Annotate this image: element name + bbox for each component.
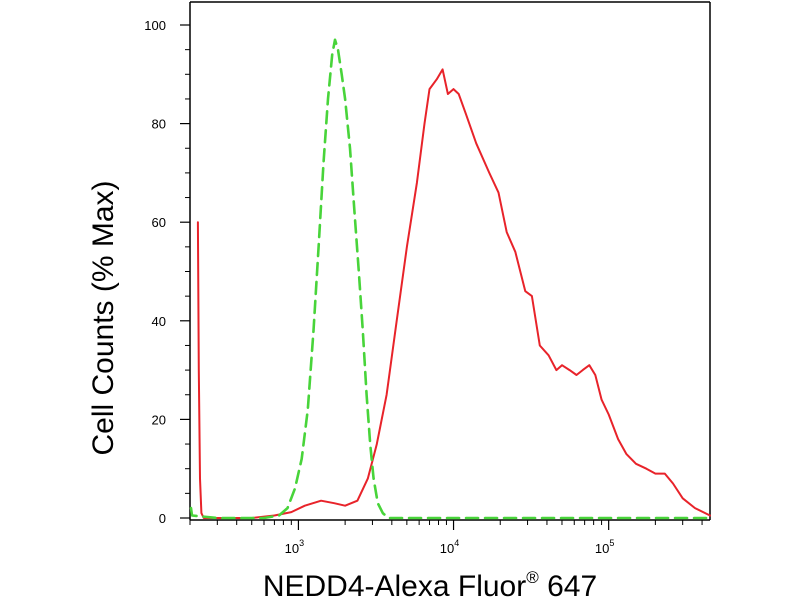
y-tick-label: 40 (152, 314, 166, 329)
x-axis-title-suffix: 647 (539, 570, 597, 600)
x-axis-title-superscript: ® (526, 568, 539, 587)
red-solid-histogram-line (196, 68, 711, 519)
y-tick-label: 20 (152, 412, 166, 427)
x-axis-title-main: NEDD4-Alexa Fluor (263, 570, 526, 600)
y-tick-label: 100 (144, 18, 166, 33)
series-layer (189, 38, 712, 520)
y-axis-ticks: 0 20 40 60 80 100 (144, 18, 190, 526)
x-tick-label: 105 (595, 538, 614, 556)
y-axis-title: Cell Counts (% Max) (87, 180, 120, 455)
plot-frame (189, 1, 711, 521)
y-tick-label: 0 (159, 511, 166, 526)
x-tick-label: 103 (285, 538, 304, 556)
y-tick-label: 60 (152, 215, 166, 230)
y-tick-label: 80 (152, 117, 166, 132)
x-axis-title: NEDD4-Alexa Fluor® 647 (263, 568, 597, 600)
x-axis-ticks: 103 104 105 (189, 520, 703, 556)
green-dashed-histogram-line (189, 38, 712, 520)
x-tick-label: 104 (440, 538, 459, 556)
